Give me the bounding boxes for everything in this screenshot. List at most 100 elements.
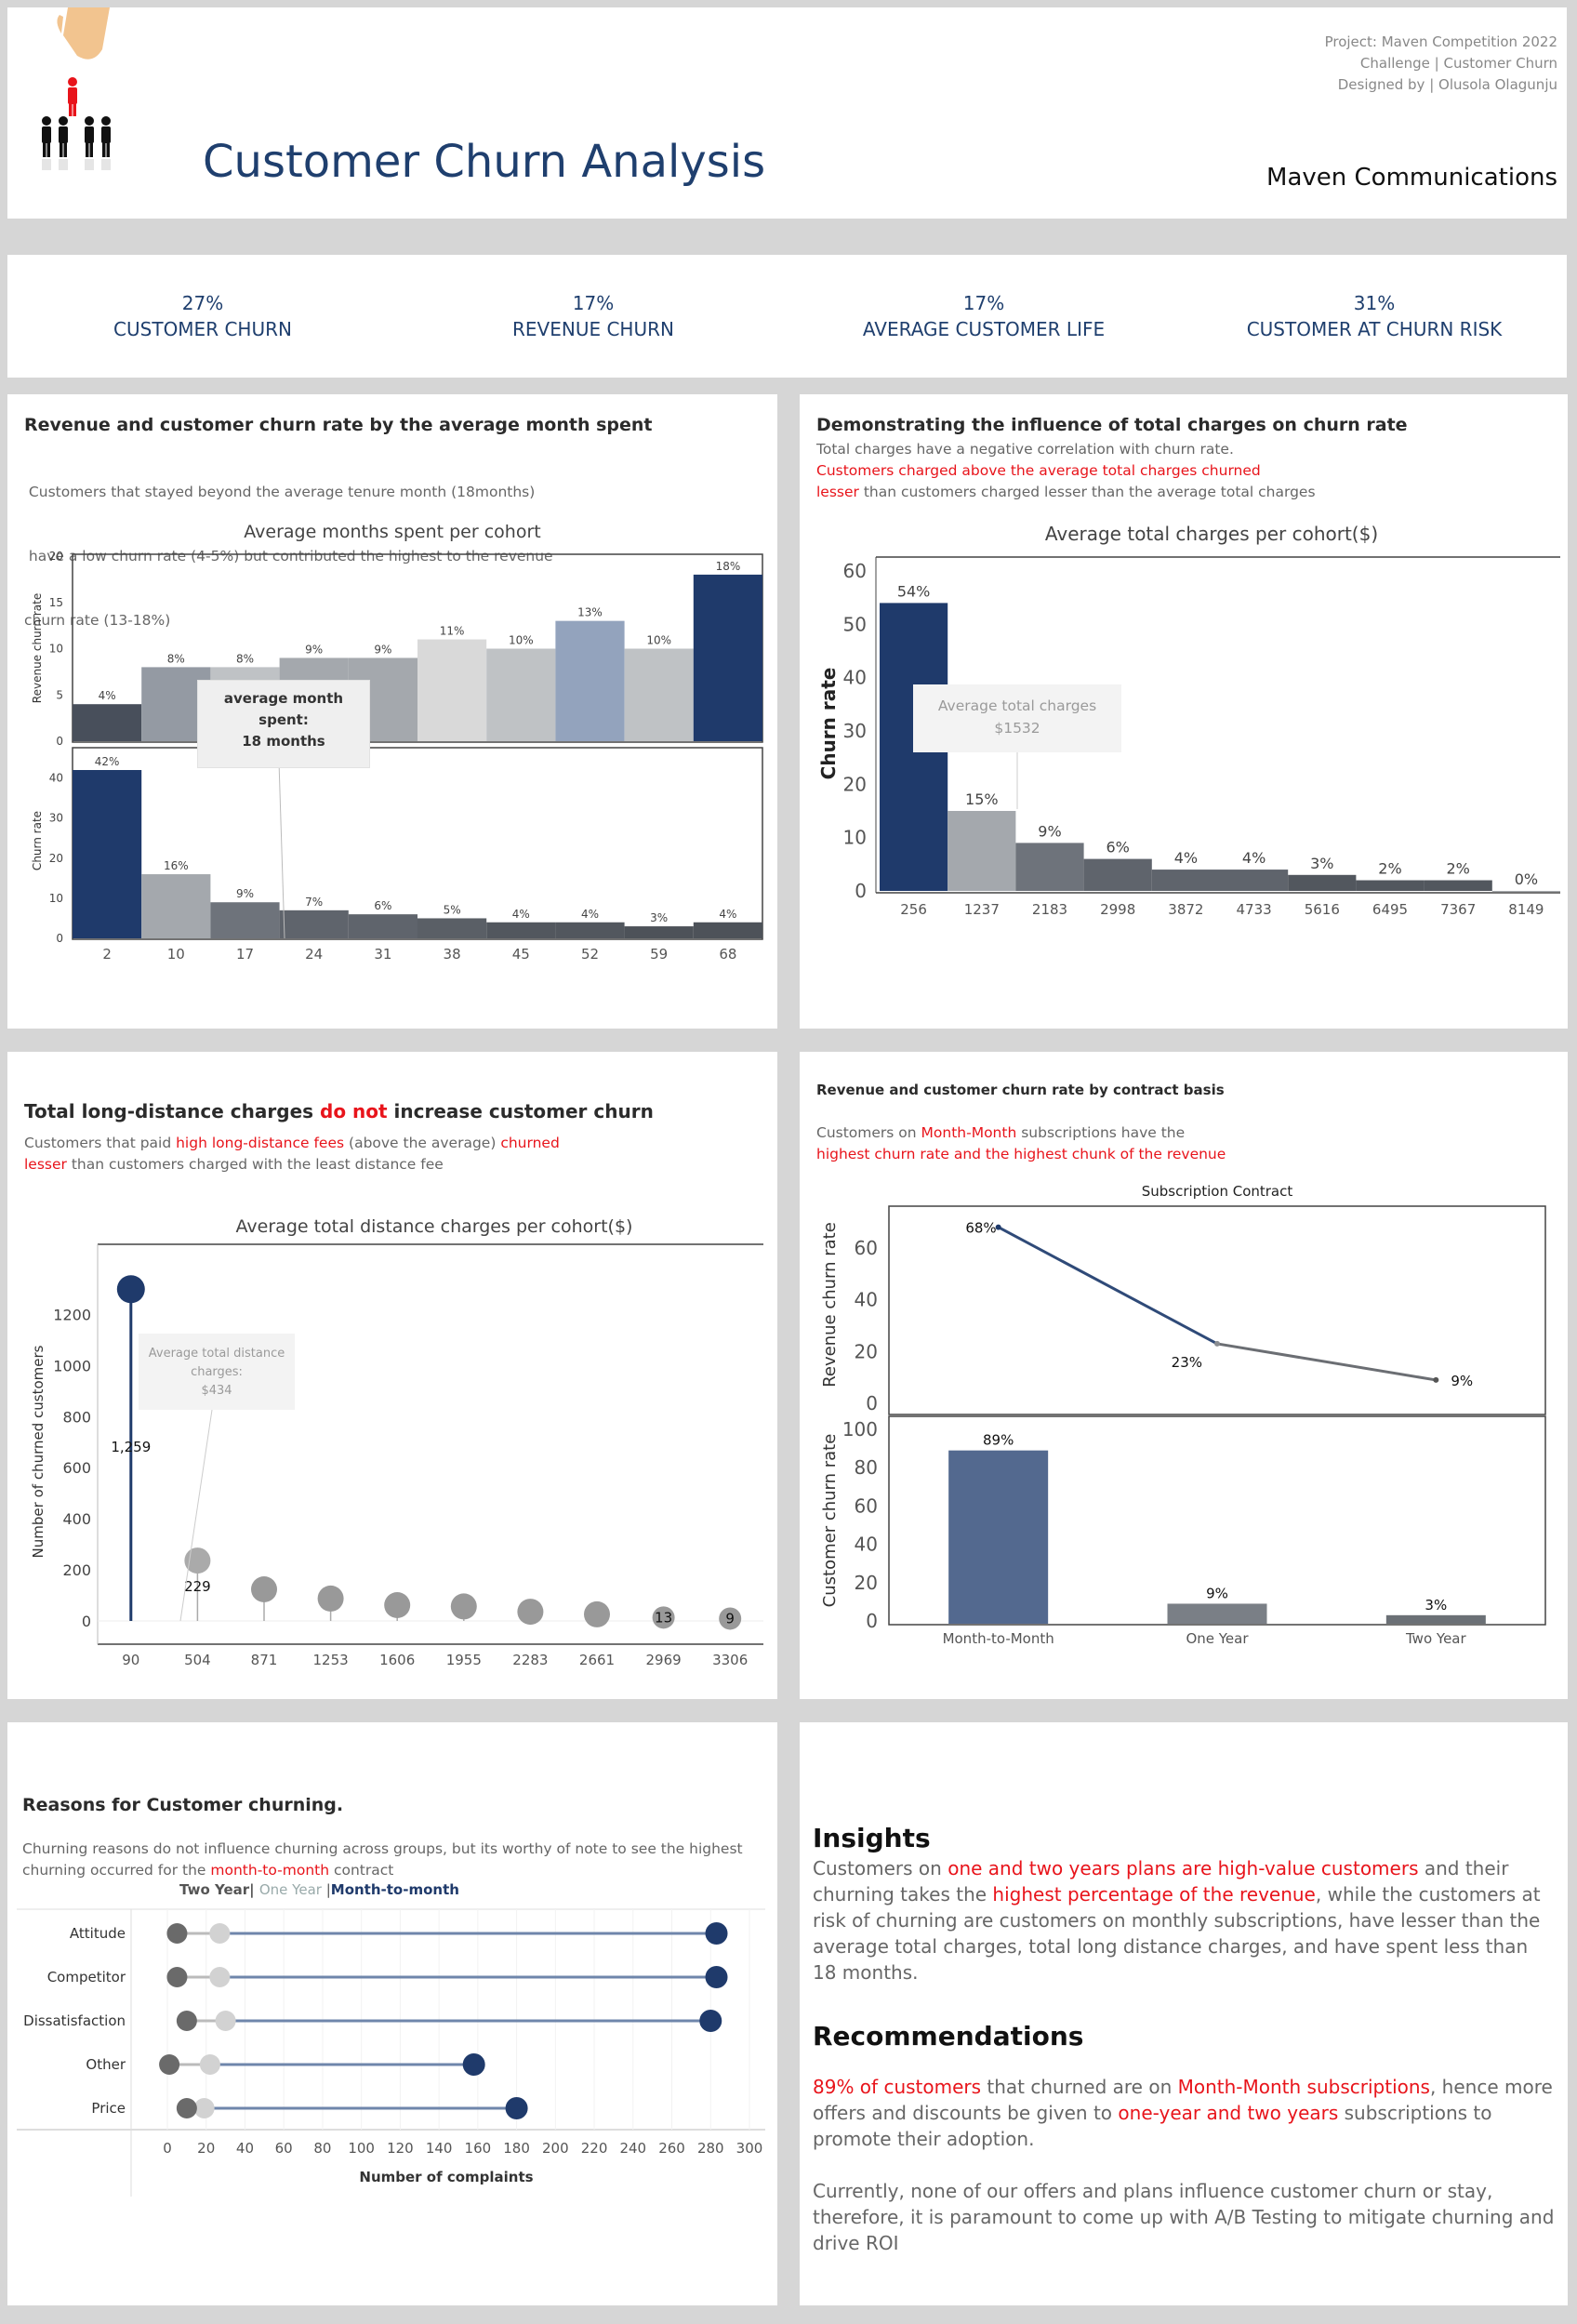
y-tick-label: 400 bbox=[62, 1510, 91, 1528]
panel-title: Reasons for Customer churning. bbox=[22, 1795, 344, 1815]
insights-paragraph: Customers on one and two years plans are… bbox=[813, 1855, 1557, 1985]
data-label: 89% bbox=[983, 1432, 1014, 1449]
company-name: Maven Communications bbox=[1266, 164, 1557, 192]
data-label: 23% bbox=[1172, 1354, 1202, 1371]
x-tick-label: 5616 bbox=[1305, 901, 1340, 918]
y-tick-label: 40 bbox=[855, 1289, 878, 1311]
distance-chart: 0 200 400 600 800 1000 1200 Number of churned c… bbox=[30, 1243, 763, 1668]
desc-text: (above the average) bbox=[344, 1135, 501, 1151]
desc-text: contract bbox=[329, 1862, 394, 1879]
churn-people-icon bbox=[35, 7, 175, 193]
x-tick-label: 40 bbox=[236, 2140, 254, 2157]
x-tick-label: 59 bbox=[650, 946, 668, 963]
churn-rate-bar bbox=[1356, 880, 1425, 891]
desc-text: than customers charged with the least di… bbox=[66, 1156, 444, 1173]
y-tick-label: 10 bbox=[49, 892, 63, 905]
credit-designer: Designed by | Olusola Olagunju bbox=[1337, 76, 1557, 93]
annotation-line: charges: bbox=[191, 1365, 243, 1379]
recommendation-highlight: 89% of customers bbox=[813, 2076, 982, 2098]
desc-highlight: lesser bbox=[816, 484, 859, 500]
lollipop-marker bbox=[251, 1576, 277, 1602]
legend-separator: | bbox=[249, 1881, 259, 1898]
kpi-label: CUSTOMER CHURN bbox=[113, 318, 292, 340]
y-tick-label: 60 bbox=[855, 1237, 878, 1259]
lower-plot-frame bbox=[888, 1415, 1546, 1626]
x-tick-label: 10 bbox=[167, 946, 185, 963]
y-tick-label: 15 bbox=[49, 596, 63, 609]
y-tick-label: 20 bbox=[49, 852, 63, 865]
y-tick-label: 10 bbox=[49, 643, 63, 656]
data-label: 3% bbox=[1310, 855, 1333, 872]
annotation-leader bbox=[179, 1409, 213, 1622]
data-label: 10% bbox=[509, 634, 534, 647]
churn-rate-bar bbox=[1491, 891, 1560, 892]
line-point bbox=[1214, 1340, 1220, 1347]
recommendation-text: that churned are on bbox=[981, 2076, 1178, 2098]
customer-churn-bar bbox=[1167, 1603, 1267, 1624]
revenue-line-segment bbox=[997, 1226, 1218, 1346]
churn-rate-bar bbox=[948, 811, 1016, 891]
average-distance-annotation: Average total distance charges: $434 bbox=[139, 1334, 295, 1410]
x-tick-label: 24 bbox=[305, 946, 323, 963]
data-label: 16% bbox=[164, 859, 189, 872]
x-tick-label: 3872 bbox=[1168, 901, 1203, 918]
x-tick-label: 52 bbox=[581, 946, 599, 963]
one-year-marker bbox=[209, 1923, 231, 1944]
x-tick-label: 7367 bbox=[1440, 901, 1476, 918]
kpi-average-customer-life: 17% AVERAGE CUSTOMER LIFE bbox=[830, 290, 1137, 342]
data-label: 229 bbox=[184, 1578, 211, 1595]
x-tick-label: 2998 bbox=[1100, 901, 1135, 918]
data-label: 4% bbox=[1174, 849, 1198, 867]
y-tick-label: 60 bbox=[855, 1494, 878, 1517]
insight-text: and their churning takes the bbox=[813, 1857, 1509, 1906]
chart-title: Average total charges per cohort($) bbox=[1044, 523, 1379, 545]
y-tick-label: 200 bbox=[62, 1561, 91, 1579]
desc-line: Total charges have a negative correlatio… bbox=[816, 441, 1234, 458]
revenue-churn-bar bbox=[486, 648, 556, 741]
panel-description: Churning reasons do not influence churni… bbox=[22, 1839, 743, 1881]
recommendation-paragraph: 89% of customers that churned are on Mon… bbox=[813, 2074, 1557, 2152]
data-label: 4% bbox=[581, 908, 599, 921]
recommendation-text: subscriptions to promote their adoption. bbox=[813, 2102, 1492, 2150]
row-label: Price bbox=[91, 2100, 126, 2117]
one-year-marker bbox=[209, 1967, 231, 1987]
x-tick-label: 20 bbox=[197, 2140, 215, 2157]
panel-title: Total long-distance charges do not incre… bbox=[24, 1100, 654, 1122]
y-tick-label: 80 bbox=[855, 1456, 878, 1479]
desc-line: lesser than customers charged lesser tha… bbox=[816, 482, 1316, 503]
desc-line-highlight: Customers charged above the average tota… bbox=[816, 462, 1261, 479]
x-tick-label: 504 bbox=[184, 1652, 211, 1668]
customer-churn-bar bbox=[948, 1450, 1049, 1624]
title-highlight: do not bbox=[320, 1100, 388, 1122]
x-tick-label: 3306 bbox=[712, 1652, 748, 1668]
y-tick-label: 1000 bbox=[53, 1357, 91, 1374]
data-label: 4% bbox=[1242, 849, 1266, 867]
header-panel: Customer Churn Analysis Maven Communicat… bbox=[7, 7, 1567, 219]
lollipop-marker bbox=[652, 1606, 675, 1629]
reasons-chart-panel: Reasons for Customer churning. Churning … bbox=[7, 1722, 777, 2305]
desc-highlight: high long-distance fees bbox=[176, 1135, 345, 1151]
data-label: 13% bbox=[577, 606, 603, 619]
y-tick-label: 20 bbox=[855, 1572, 878, 1594]
desc-line-highlight: highest churn rate and the highest chunk… bbox=[816, 1146, 1226, 1162]
desc-text: Customers that paid bbox=[24, 1135, 177, 1151]
desc-line: Customers that stayed beyond the average… bbox=[24, 484, 536, 500]
revenue-churn-bar bbox=[73, 704, 142, 741]
kpi-value: 27% bbox=[181, 292, 224, 314]
x-tick-label: 200 bbox=[542, 2140, 569, 2157]
x-tick-label: 2661 bbox=[579, 1652, 615, 1668]
desc-text: churning occurred for the bbox=[22, 1862, 211, 1879]
two-year-marker bbox=[176, 2098, 197, 2118]
desc-text: Customers on bbox=[816, 1124, 921, 1141]
chart-legend: Two Year| One Year |Month-to-month bbox=[179, 1881, 459, 1898]
lollipop-marker bbox=[384, 1592, 411, 1618]
churn-rate-bar bbox=[693, 922, 762, 938]
lollipop-marker bbox=[317, 1585, 344, 1612]
desc-line: lesser than customers charged with the l… bbox=[24, 1154, 560, 1175]
x-tick-label: 256 bbox=[900, 901, 927, 918]
desc-highlight: churned bbox=[500, 1135, 560, 1151]
data-label: 4% bbox=[512, 908, 530, 921]
upper-plot-frame bbox=[888, 1205, 1546, 1415]
kpi-revenue-churn: 17% REVENUE CHURN bbox=[440, 290, 747, 342]
x-tick-label: One Year bbox=[1186, 1630, 1249, 1647]
